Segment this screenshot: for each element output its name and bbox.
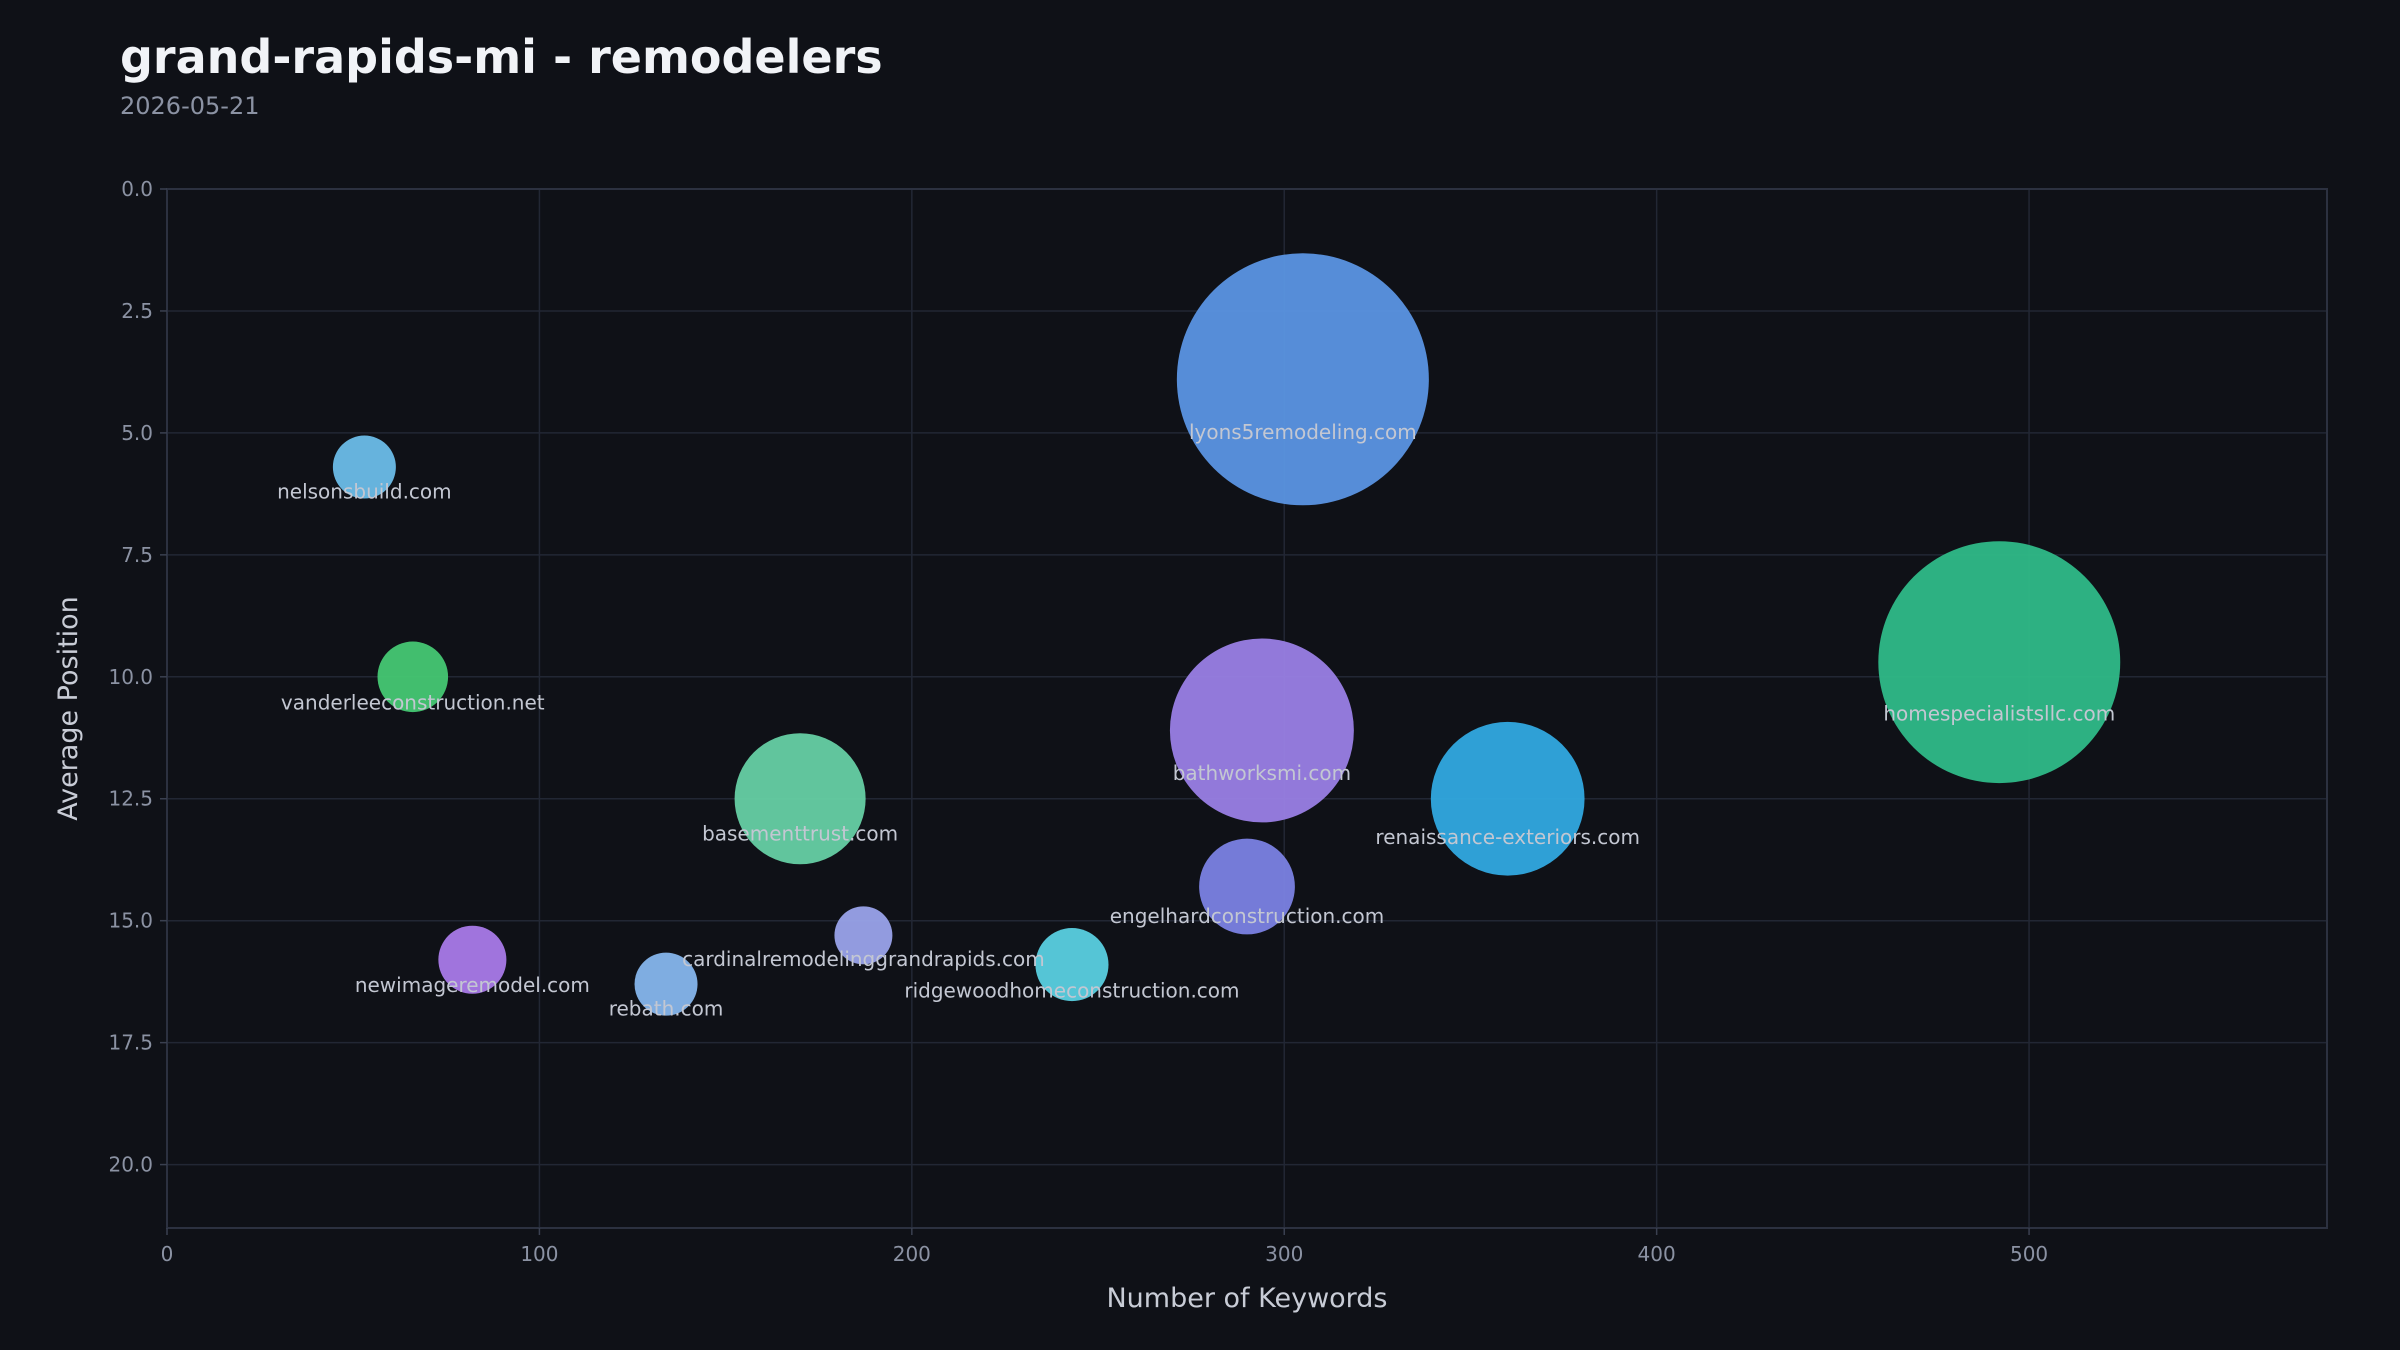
y-tick-label: 10.0 — [108, 665, 153, 689]
y-tick-label: 5.0 — [121, 421, 153, 445]
x-tick-label: 300 — [1265, 1242, 1303, 1266]
bubble-point — [1199, 838, 1295, 935]
x-tick-label: 400 — [1638, 1242, 1676, 1266]
bubbles — [332, 253, 2121, 1016]
bubble-point — [734, 733, 866, 865]
y-tick-label: 12.5 — [108, 787, 153, 811]
plot-frame — [166, 188, 2328, 1229]
bubble-labels: lyons5remodeling.com homespecialistsllc.c… — [277, 420, 2115, 1021]
y-tick-label: 15.0 — [108, 909, 153, 933]
bubble-point — [1169, 638, 1354, 823]
bubble-point — [834, 906, 893, 965]
bubble-label: bathworksmi.com — [1173, 761, 1351, 785]
bubble-label: basementtrust.com — [702, 821, 898, 845]
bubble-point — [1878, 541, 2121, 784]
y-tick-label: 20.0 — [108, 1153, 153, 1177]
x-axis-title: Number of Keywords — [1106, 1283, 1387, 1314]
x-tick-label: 500 — [2010, 1242, 2048, 1266]
y-tick-label: 0.0 — [121, 177, 153, 201]
bubble-label: vanderleeconstruction.net — [281, 690, 545, 714]
bubble-point — [1176, 253, 1429, 506]
bubble-point — [332, 435, 396, 499]
page-title: grand-rapids-mi - remodelers — [120, 30, 883, 84]
x-tick-label: 0 — [161, 1242, 174, 1266]
x-tick-label: 100 — [520, 1242, 558, 1266]
bubble-label: nelsonsbuild.com — [277, 479, 452, 503]
bubble-label: renaissance-exteriors.com — [1375, 825, 1640, 849]
bubble-label: engelhardconstruction.com — [1110, 904, 1384, 928]
bubble-label: newimageremodel.com — [355, 973, 590, 997]
bubble-label: homespecialistsllc.com — [1883, 701, 2115, 725]
y-tick-label: 2.5 — [121, 299, 153, 323]
y-tick-label: 7.5 — [121, 543, 153, 567]
bubble-point — [438, 925, 507, 994]
axis-ticks: 0 100 200 300 400 500 0.0 2.5 5.0 7.5 10.0 12.5 15.0… — [108, 177, 2048, 1266]
y-axis-title: Average Position — [53, 596, 84, 821]
bubble-point — [1035, 928, 1109, 1002]
page-date: 2026-05-21 — [120, 92, 260, 120]
bubble-label: ridgewoodhomeconstruction.com — [904, 979, 1239, 1003]
bubble-label: lyons5remodeling.com — [1189, 420, 1417, 444]
y-tick-label: 17.5 — [108, 1031, 153, 1055]
bubble-point — [634, 952, 698, 1016]
bubble-point — [1430, 721, 1585, 876]
x-tick-label: 200 — [893, 1242, 931, 1266]
bubble-label: rebath.com — [609, 997, 724, 1021]
bubble-point — [377, 641, 449, 713]
bubble-label: cardinalremodelinggrandrapids.com — [682, 947, 1045, 971]
